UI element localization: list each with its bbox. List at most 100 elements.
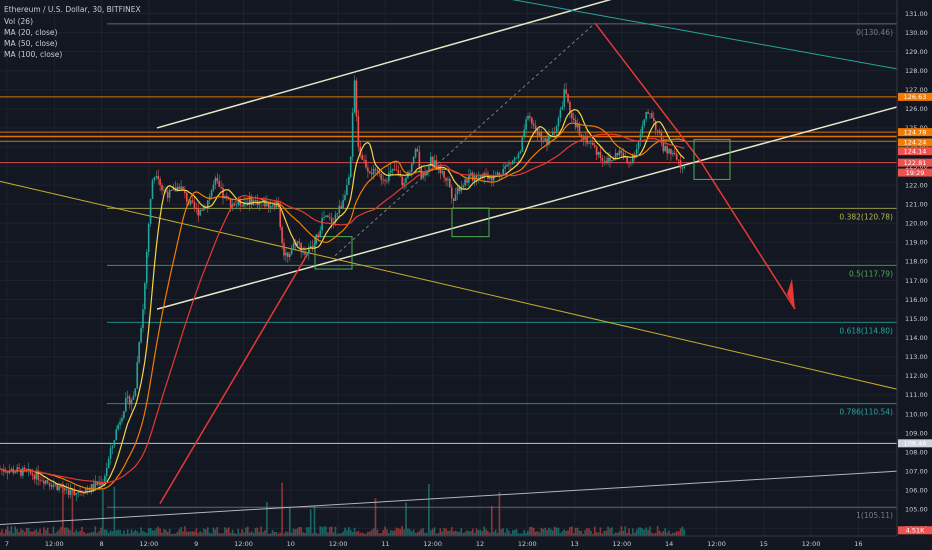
volume-bar bbox=[252, 532, 255, 536]
candle-body bbox=[395, 169, 398, 171]
candle-body bbox=[144, 283, 146, 310]
candle-body bbox=[226, 196, 228, 198]
volume-bar bbox=[44, 530, 47, 536]
volume-bar bbox=[647, 529, 649, 536]
volume-bar bbox=[134, 530, 137, 536]
volume-bar bbox=[437, 532, 440, 536]
candle-body bbox=[437, 164, 440, 170]
candle-body bbox=[250, 196, 253, 206]
volume-bar bbox=[420, 528, 423, 536]
volume-bar bbox=[616, 533, 619, 536]
volume-bar bbox=[12, 532, 15, 536]
y-tick-label: 121.00 bbox=[905, 201, 928, 209]
volume-bar bbox=[193, 531, 196, 536]
volume-bar bbox=[660, 532, 663, 536]
volume-bar bbox=[429, 530, 432, 536]
volume-bar bbox=[510, 533, 512, 536]
volume-bar bbox=[399, 528, 402, 536]
candle-body bbox=[229, 199, 232, 208]
volume-bar bbox=[281, 482, 283, 536]
volume-bar bbox=[279, 532, 282, 536]
candle-body bbox=[145, 252, 148, 284]
volume-bar bbox=[395, 527, 398, 536]
volume-bar bbox=[529, 527, 531, 536]
candle-body bbox=[271, 205, 274, 207]
volume-bar bbox=[521, 533, 524, 536]
candle-body bbox=[288, 254, 291, 258]
price-tag-label: 122.81 bbox=[904, 159, 927, 167]
volume-bar bbox=[664, 528, 667, 536]
volume-bar bbox=[372, 528, 375, 536]
candle-body bbox=[296, 241, 299, 246]
volume-bar bbox=[653, 533, 655, 536]
volume-bar bbox=[542, 528, 545, 536]
candle-body bbox=[266, 201, 268, 207]
volume-bar bbox=[107, 532, 110, 536]
volume-bar bbox=[35, 529, 38, 536]
fib-levels bbox=[0, 23, 897, 508]
price-tag-label: 126.63 bbox=[904, 93, 927, 101]
candle-body bbox=[521, 137, 524, 152]
y-tick-label: 118.00 bbox=[905, 258, 928, 266]
volume-bar bbox=[569, 527, 571, 536]
volume-bar bbox=[632, 528, 634, 536]
candle-body bbox=[41, 480, 43, 482]
volume-bar bbox=[283, 533, 285, 536]
candle-body bbox=[46, 480, 49, 483]
volume-bar bbox=[25, 527, 28, 536]
volume-bar bbox=[121, 533, 123, 536]
volume-bar bbox=[612, 533, 615, 536]
volume-bar bbox=[643, 529, 646, 536]
volume-bar bbox=[351, 532, 354, 536]
candle-body bbox=[582, 137, 585, 140]
volume-bar bbox=[73, 532, 76, 536]
indicator-ma50: MA (50, close) bbox=[4, 39, 58, 48]
volume-bar bbox=[149, 527, 152, 536]
volume-bar bbox=[1, 529, 3, 536]
volume-bar bbox=[439, 528, 442, 536]
candle-body bbox=[153, 177, 156, 181]
candle-body bbox=[267, 201, 270, 208]
candle-body bbox=[281, 227, 283, 244]
volume-bar bbox=[29, 531, 32, 536]
candle-body bbox=[576, 124, 579, 128]
candle-body bbox=[304, 252, 306, 255]
candle-body bbox=[454, 194, 457, 201]
candle-body bbox=[534, 125, 537, 130]
candle-body bbox=[590, 142, 592, 144]
candle-body bbox=[653, 117, 655, 122]
candle-body bbox=[637, 140, 640, 150]
candle-body bbox=[56, 483, 58, 490]
candle-body bbox=[237, 198, 240, 205]
volume-bar bbox=[580, 530, 583, 536]
x-tick-label: 9 bbox=[194, 540, 198, 548]
volume-bar bbox=[239, 533, 241, 536]
volume-bar bbox=[464, 532, 466, 536]
volume-bar bbox=[33, 530, 36, 536]
channel-top-line bbox=[156, 0, 612, 129]
x-tick-label: 12:00 bbox=[140, 540, 159, 548]
candle-body bbox=[163, 189, 165, 191]
candle-body bbox=[420, 167, 423, 178]
volume-bar bbox=[18, 532, 20, 536]
volume-bar bbox=[206, 527, 209, 536]
y-tick-label: 130.00 bbox=[905, 29, 928, 37]
volume-bar bbox=[672, 532, 674, 536]
volume-bar bbox=[590, 530, 592, 536]
volume-bar bbox=[614, 532, 617, 536]
highlight-box bbox=[693, 138, 731, 180]
candle-body bbox=[273, 205, 276, 208]
volume-bar bbox=[471, 528, 474, 536]
x-tick-label: 15 bbox=[760, 540, 768, 548]
candle-body bbox=[527, 116, 529, 120]
volume-bar bbox=[307, 527, 310, 536]
candle-body bbox=[94, 481, 97, 489]
volume-bar bbox=[245, 527, 247, 536]
candle-body bbox=[334, 214, 337, 223]
candle-body bbox=[16, 467, 18, 473]
volume-bar bbox=[290, 532, 293, 536]
x-tick-label: 8 bbox=[100, 540, 104, 548]
candle-body bbox=[508, 163, 510, 165]
volume-bar bbox=[302, 532, 304, 536]
